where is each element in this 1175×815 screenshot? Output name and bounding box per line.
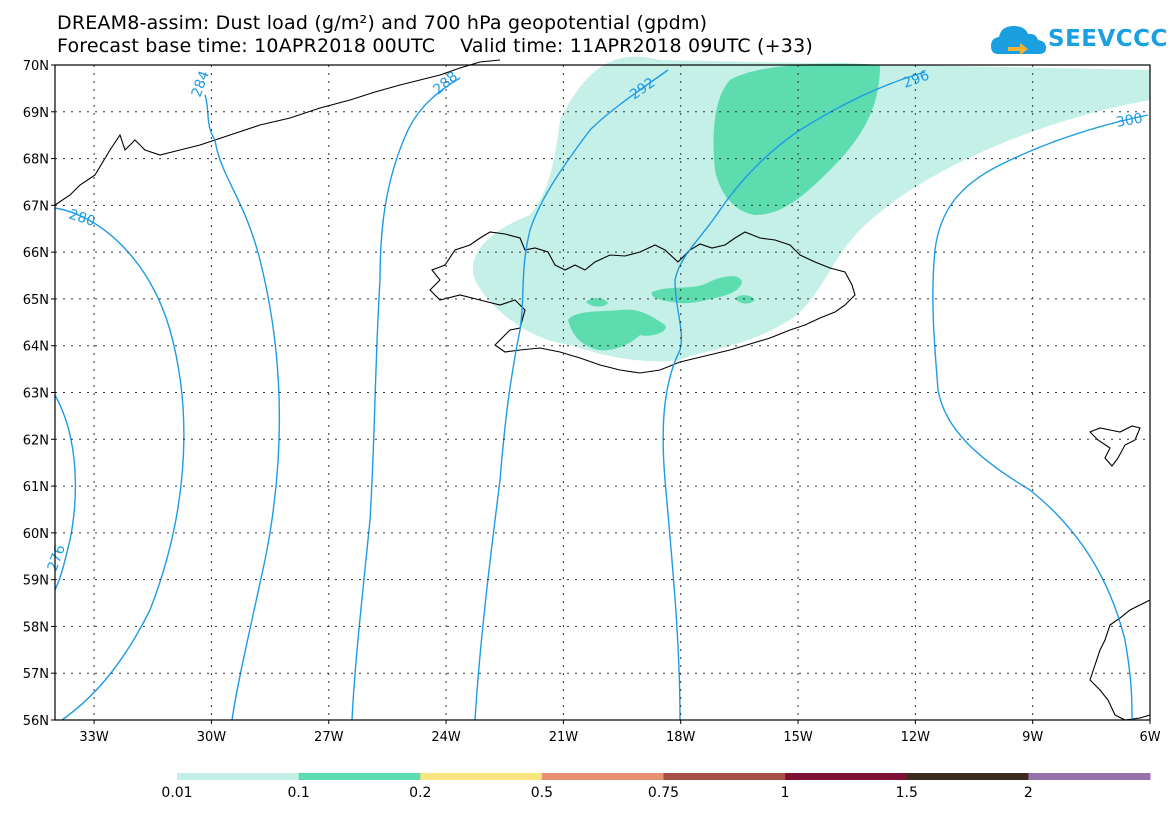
contour-label-300: 300	[1115, 111, 1144, 131]
colorbar	[177, 773, 1151, 780]
lon-tick-label: 15W	[783, 730, 813, 745]
lat-tick-label: 69N	[23, 106, 49, 121]
contour-284	[204, 94, 281, 721]
dust-load-field	[472, 56, 1151, 362]
colorbar-segment	[177, 773, 300, 780]
faroe-islands-coastline	[1089, 425, 1141, 467]
lat-tick-label: 61N	[23, 480, 49, 495]
lat-tick-label: 63N	[23, 387, 49, 402]
contour-300	[932, 114, 1149, 721]
contour-292	[474, 69, 669, 721]
dust-area-medium-small	[586, 295, 755, 307]
colorbar-segment	[906, 773, 1029, 780]
lon-tick-label: 9W	[1022, 730, 1043, 745]
colorbar-segment	[420, 773, 543, 780]
colorbar-segment	[785, 773, 908, 780]
lon-tick-label: 12W	[901, 730, 931, 745]
contour-280	[54, 207, 185, 721]
coastlines	[54, 59, 1151, 721]
latitude-labels: 70N 69N 68N 67N 66N 65N 64N 63N 62N 61N 60N 59N 58N 5…	[23, 59, 55, 729]
lon-tick-label: 18W	[666, 730, 696, 745]
geopotential-contours	[54, 69, 1149, 721]
colorbar-segment	[298, 773, 421, 780]
lon-tick-label: 21W	[549, 730, 579, 745]
lat-tick-label: 57N	[23, 667, 49, 682]
iceland-coastline	[429, 231, 856, 374]
chart-subtitle: Forecast base time: 10APR2018 00UTC Vali…	[57, 35, 813, 57]
contour-label-276: 276	[45, 543, 69, 574]
graticule	[55, 65, 1150, 720]
dust-area-medium-south	[568, 309, 666, 351]
colorbar-segment	[1028, 773, 1151, 780]
longitude-labels: 33W 30W 27W 24W 21W 18W 15W 12W 9W 6W	[79, 720, 1161, 745]
scotland-coastline	[1089, 599, 1151, 721]
lat-tick-label: 60N	[23, 527, 49, 542]
lon-tick-label: 30W	[197, 730, 227, 745]
greenland-coastline	[54, 59, 501, 206]
dust-area-medium-east	[651, 276, 742, 304]
colorbar-label: 0.75	[647, 785, 680, 801]
lat-tick-label: 67N	[23, 199, 49, 214]
contour-276	[54, 394, 77, 591]
lat-tick-label: 65N	[23, 293, 49, 308]
colorbar-label: 1	[780, 785, 790, 801]
seevccc-logo: SEEVCCC	[990, 20, 1170, 60]
contour-label-280: 280	[67, 207, 97, 230]
contour-296	[662, 71, 926, 721]
lat-tick-label: 62N	[23, 433, 49, 448]
lat-tick-label: 58N	[23, 620, 49, 635]
dust-area-medium-north	[713, 63, 880, 216]
colorbar-label: 2	[1023, 785, 1033, 801]
colorbar-label: 1.5	[895, 785, 918, 801]
colorbar-label: 0.5	[530, 785, 554, 801]
lat-tick-label: 64N	[23, 340, 49, 355]
chart-title: DREAM8-assim: Dust load (g/m²) and 700 h…	[57, 12, 708, 34]
contour-label-284: 284	[189, 69, 213, 100]
lat-tick-label: 56N	[23, 714, 49, 729]
colorbar-label: 0.1	[287, 785, 310, 801]
colorbar-label: 0.2	[409, 785, 432, 801]
colorbar-segment	[541, 773, 664, 780]
lon-tick-label: 27W	[314, 730, 344, 745]
colorbar-label: 0.01	[161, 785, 193, 801]
lat-tick-label: 59N	[23, 574, 49, 589]
colorbar-segment	[663, 773, 786, 780]
lon-tick-label: 24W	[431, 730, 461, 745]
lat-tick-label: 66N	[23, 246, 49, 261]
contour-288	[351, 77, 461, 721]
logo-text: SEEVCCC	[1048, 26, 1168, 52]
lat-tick-label: 68N	[23, 153, 49, 168]
lon-tick-label: 6W	[1139, 730, 1160, 745]
lat-tick-label: 70N	[23, 59, 49, 74]
dust-area-light	[472, 56, 1151, 362]
lon-tick-label: 33W	[79, 730, 109, 745]
cloud-icon	[991, 26, 1046, 55]
